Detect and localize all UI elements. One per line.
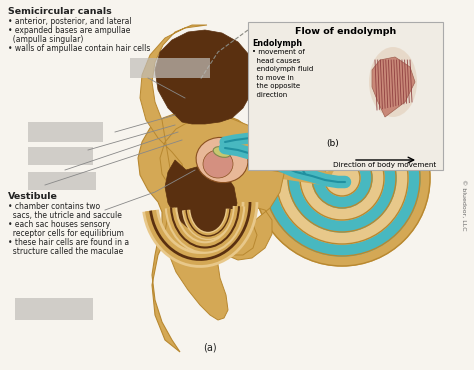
Circle shape bbox=[254, 90, 430, 266]
Bar bbox=[28, 172, 96, 190]
Ellipse shape bbox=[369, 47, 417, 117]
Polygon shape bbox=[372, 57, 415, 117]
Text: endolymph fluid: endolymph fluid bbox=[252, 66, 313, 72]
Text: to move in: to move in bbox=[252, 74, 294, 81]
Text: receptor cells for equilibrium: receptor cells for equilibrium bbox=[8, 229, 124, 238]
Circle shape bbox=[300, 136, 384, 220]
Ellipse shape bbox=[196, 137, 248, 183]
Text: • expanded bases are ampullae: • expanded bases are ampullae bbox=[8, 26, 130, 35]
Text: sacs, the utricle and saccule: sacs, the utricle and saccule bbox=[8, 211, 122, 220]
Text: (a): (a) bbox=[203, 342, 217, 352]
Polygon shape bbox=[138, 110, 272, 352]
Text: (b): (b) bbox=[327, 139, 339, 148]
Ellipse shape bbox=[203, 150, 233, 178]
Text: head causes: head causes bbox=[252, 57, 300, 64]
Text: Vestibule: Vestibule bbox=[8, 192, 58, 201]
Polygon shape bbox=[140, 25, 284, 320]
Bar bbox=[15, 298, 93, 320]
Circle shape bbox=[264, 100, 420, 256]
Bar bbox=[28, 122, 103, 142]
Text: • chamber contains two: • chamber contains two bbox=[8, 202, 100, 211]
Text: (ampulla singular): (ampulla singular) bbox=[8, 35, 83, 44]
Circle shape bbox=[288, 124, 396, 232]
Text: Endolymph: Endolymph bbox=[252, 39, 302, 48]
Bar bbox=[130, 58, 210, 78]
Circle shape bbox=[276, 112, 408, 244]
Bar bbox=[248, 104, 306, 122]
Text: • walls of ampullae contain hair cells: • walls of ampullae contain hair cells bbox=[8, 44, 150, 53]
Text: © bluedoor, LLC: © bluedoor, LLC bbox=[461, 179, 466, 231]
Polygon shape bbox=[155, 30, 255, 124]
Text: the opposite: the opposite bbox=[252, 83, 300, 89]
Circle shape bbox=[324, 160, 360, 196]
Text: • movement of: • movement of bbox=[252, 49, 305, 55]
Text: • anterior, posterior, and lateral: • anterior, posterior, and lateral bbox=[8, 17, 132, 26]
Text: • each sac houses sensory: • each sac houses sensory bbox=[8, 220, 110, 229]
Bar bbox=[248, 124, 312, 142]
Text: direction: direction bbox=[252, 91, 287, 98]
Circle shape bbox=[312, 148, 372, 208]
Polygon shape bbox=[165, 160, 237, 232]
Text: Flow of endolymph: Flow of endolymph bbox=[295, 27, 396, 36]
Ellipse shape bbox=[213, 147, 231, 157]
FancyBboxPatch shape bbox=[248, 22, 443, 170]
Text: • these hair cells are found in a: • these hair cells are found in a bbox=[8, 238, 129, 247]
Circle shape bbox=[332, 168, 352, 188]
Text: Direction of body movement: Direction of body movement bbox=[333, 162, 437, 168]
Bar bbox=[28, 147, 93, 165]
Text: structure called the maculae: structure called the maculae bbox=[8, 247, 123, 256]
Text: Semicircular canals: Semicircular canals bbox=[8, 7, 112, 16]
